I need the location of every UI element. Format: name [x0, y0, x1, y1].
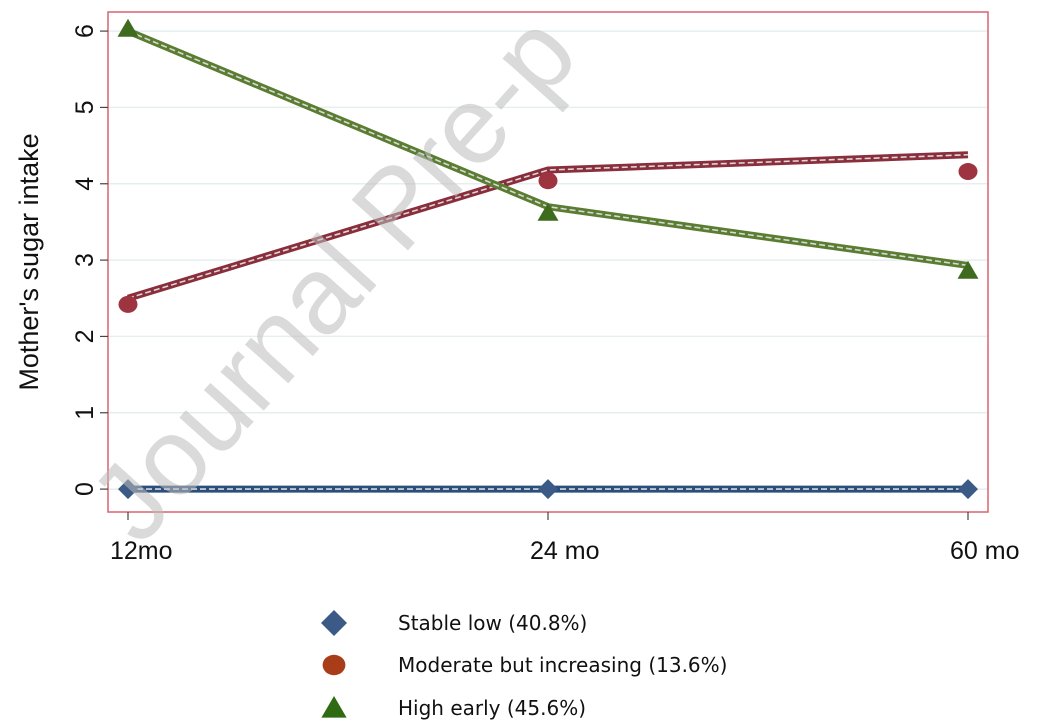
data-point	[957, 260, 979, 279]
series-circle	[118, 151, 978, 313]
data-point	[538, 172, 558, 190]
data-point	[118, 295, 138, 313]
series-triangle	[117, 18, 979, 279]
legend-marker	[322, 654, 346, 676]
legend: Stable low (40.8%) Moderate but increasin…	[321, 610, 727, 720]
x-tick-label: 12mo	[110, 537, 173, 565]
series-layer	[117, 18, 979, 500]
y-axis-title: Mother's sugar intake	[14, 133, 44, 390]
data-point	[118, 479, 138, 500]
data-point	[537, 202, 559, 221]
data-point	[958, 479, 978, 500]
data-point	[958, 163, 978, 181]
y-tick-label: 6	[71, 24, 99, 38]
series-diamond	[118, 479, 978, 500]
legend-marker	[321, 696, 347, 718]
x-tick-label: 24 mo	[530, 537, 599, 565]
legend-label: Moderate but increasing (13.6%)	[398, 653, 727, 677]
data-point	[117, 18, 139, 37]
data-point	[538, 479, 558, 500]
y-axis: 0 1 2 3 4 5 6	[71, 24, 108, 496]
y-tick-label: 4	[71, 177, 99, 191]
x-axis: 12mo 24 mo 60 mo	[110, 512, 1019, 565]
y-tick-label: 3	[71, 253, 99, 267]
legend-label: Stable low (40.8%)	[398, 611, 587, 635]
watermark: Journal Pre-p	[66, 0, 599, 564]
legend-marker	[321, 610, 347, 636]
y-tick-label: 0	[71, 482, 99, 496]
y-tick-label: 5	[71, 100, 99, 114]
legend-label: High early (45.6%)	[398, 696, 586, 720]
x-tick-label: 60 mo	[950, 537, 1019, 565]
y-tick-label: 1	[71, 406, 99, 420]
fitted-line-highlight	[127, 153, 969, 300]
y-tick-label: 2	[71, 329, 99, 343]
